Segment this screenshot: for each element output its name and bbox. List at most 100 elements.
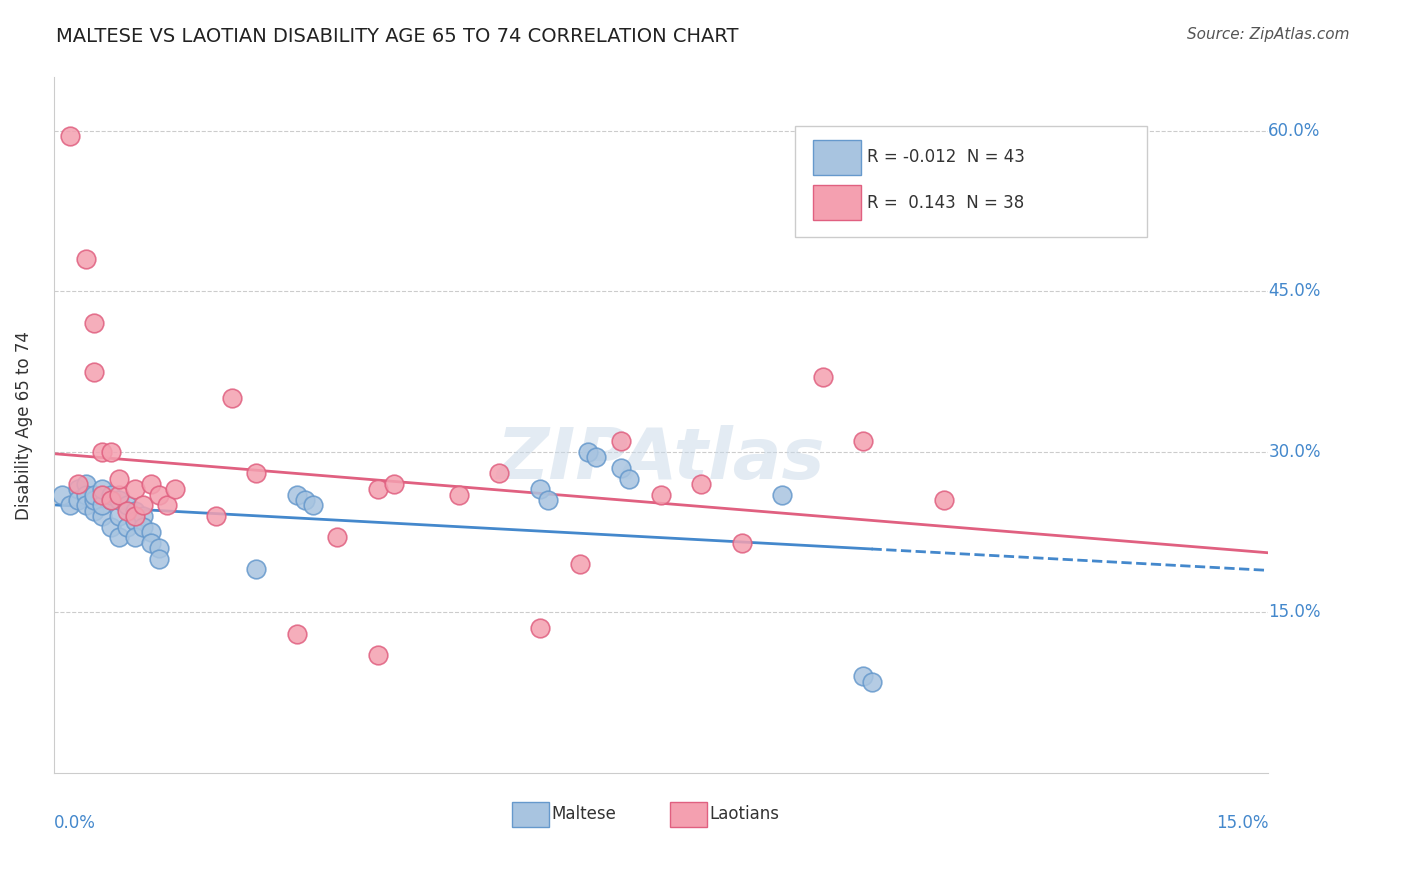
Point — [488, 467, 510, 481]
Point — [367, 648, 389, 662]
Point — [148, 488, 170, 502]
Point — [83, 488, 105, 502]
Point — [852, 669, 875, 683]
Text: 15.0%: 15.0% — [1216, 814, 1268, 832]
Point — [650, 488, 672, 502]
Point — [124, 514, 146, 528]
Text: ZIPAtlas: ZIPAtlas — [496, 425, 825, 494]
Point — [860, 674, 883, 689]
Point — [75, 477, 97, 491]
FancyBboxPatch shape — [794, 126, 1147, 237]
Point — [245, 562, 267, 576]
Text: Maltese: Maltese — [551, 805, 617, 823]
Point — [529, 483, 551, 497]
Point — [156, 498, 179, 512]
Point — [132, 519, 155, 533]
Point — [382, 477, 405, 491]
Text: MALTESE VS LAOTIAN DISABILITY AGE 65 TO 74 CORRELATION CHART: MALTESE VS LAOTIAN DISABILITY AGE 65 TO … — [56, 27, 738, 45]
Point — [124, 483, 146, 497]
Point — [285, 626, 308, 640]
Point — [75, 488, 97, 502]
Point — [537, 492, 560, 507]
Point — [75, 252, 97, 267]
Point — [148, 541, 170, 555]
Point — [585, 450, 607, 465]
Text: 0.0%: 0.0% — [53, 814, 96, 832]
Point — [367, 483, 389, 497]
Point — [139, 524, 162, 539]
Text: Laotians: Laotians — [710, 805, 779, 823]
FancyBboxPatch shape — [512, 802, 550, 827]
Point — [148, 551, 170, 566]
FancyBboxPatch shape — [813, 140, 862, 175]
Point — [115, 498, 138, 512]
Point — [83, 503, 105, 517]
Point — [569, 557, 592, 571]
Point — [100, 445, 122, 459]
Point — [83, 492, 105, 507]
Point — [67, 492, 90, 507]
Point — [107, 530, 129, 544]
Point — [731, 535, 754, 549]
Point — [609, 434, 631, 449]
Point — [67, 483, 90, 497]
Text: 60.0%: 60.0% — [1268, 122, 1320, 140]
Point — [100, 519, 122, 533]
Point — [91, 445, 114, 459]
Point — [100, 492, 122, 507]
Point — [75, 498, 97, 512]
Point — [165, 483, 187, 497]
Point — [107, 488, 129, 502]
Point — [934, 492, 956, 507]
Text: R =  0.143  N = 38: R = 0.143 N = 38 — [868, 194, 1025, 211]
Point — [221, 392, 243, 406]
Point — [83, 365, 105, 379]
Point — [91, 483, 114, 497]
Point — [124, 508, 146, 523]
Point — [139, 477, 162, 491]
Point — [447, 488, 470, 502]
Point — [100, 488, 122, 502]
Point — [576, 445, 599, 459]
Point — [852, 434, 875, 449]
FancyBboxPatch shape — [669, 802, 707, 827]
Point — [124, 530, 146, 544]
Point — [326, 530, 349, 544]
Point — [245, 467, 267, 481]
Point — [139, 535, 162, 549]
Point — [83, 317, 105, 331]
Point — [107, 508, 129, 523]
Point — [107, 492, 129, 507]
Point — [811, 370, 834, 384]
Point — [115, 519, 138, 533]
Point — [302, 498, 325, 512]
Point — [690, 477, 713, 491]
Point — [51, 488, 73, 502]
Point — [132, 508, 155, 523]
Point — [204, 508, 226, 523]
Point — [107, 472, 129, 486]
Point — [609, 461, 631, 475]
Point — [91, 508, 114, 523]
Y-axis label: Disability Age 65 to 74: Disability Age 65 to 74 — [15, 331, 32, 519]
Text: 30.0%: 30.0% — [1268, 442, 1320, 461]
Text: 45.0%: 45.0% — [1268, 283, 1320, 301]
Point — [617, 472, 640, 486]
Point — [529, 621, 551, 635]
Text: R = -0.012  N = 43: R = -0.012 N = 43 — [868, 148, 1025, 167]
Point — [772, 488, 794, 502]
Point — [59, 498, 82, 512]
Point — [59, 129, 82, 144]
Point — [115, 503, 138, 517]
Text: Source: ZipAtlas.com: Source: ZipAtlas.com — [1187, 27, 1350, 42]
Point — [124, 503, 146, 517]
Point — [91, 488, 114, 502]
Point — [285, 488, 308, 502]
Point — [132, 498, 155, 512]
Point — [294, 492, 316, 507]
Point — [91, 498, 114, 512]
Text: 15.0%: 15.0% — [1268, 603, 1320, 622]
Point — [67, 477, 90, 491]
Point — [100, 492, 122, 507]
FancyBboxPatch shape — [813, 186, 862, 220]
